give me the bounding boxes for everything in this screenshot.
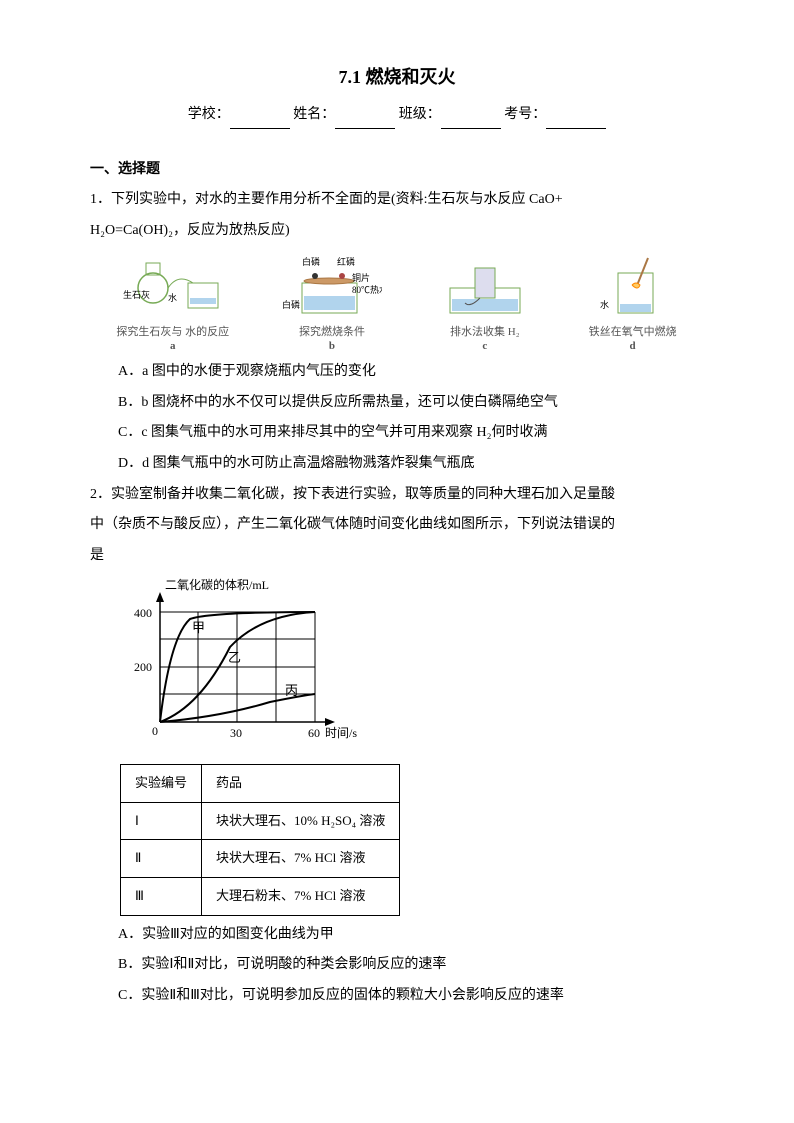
q1-stem-b: H₂O=Ca(OH)₂，反应为放热反应) (90, 218, 704, 245)
label-name: 姓名： (293, 107, 335, 122)
apparatus-a-icon: 生石灰 水 (118, 253, 228, 323)
apparatus-c-icon (435, 253, 535, 323)
svg-text:200: 200 (134, 660, 152, 674)
apparatus-d-icon: 水 (588, 253, 678, 323)
section-heading: 一、选择题 (90, 157, 704, 184)
diagram-d: 水 铁丝在氧气中燃烧d (588, 253, 678, 354)
svg-text:白磷: 白磷 (282, 299, 300, 310)
svg-text:二氧化碳的体积/mL: 二氧化碳的体积/mL (165, 577, 269, 592)
q1-opt-d: D．d 图集气瓶中的水可防止高温熔融物溅落炸裂集气瓶底 (118, 451, 704, 478)
diagram-d-caption: 铁丝在氧气中燃烧d (588, 325, 678, 354)
svg-text:400: 400 (134, 606, 152, 620)
q2-opt-c: C．实验Ⅱ和Ⅲ对比，可说明参加反应的固体的颗粒大小会影响反应的速率 (118, 983, 704, 1010)
diagram-b-caption: 探究燃烧条件b (282, 325, 382, 354)
label-school: 学校： (188, 107, 230, 122)
diagram-c-caption: 排水法收集 H₂c (435, 325, 535, 354)
q1-opt-b: B．b 图烧杯中的水不仅可以提供反应所需热量，还可以使白磷隔绝空气 (118, 390, 704, 417)
table-cell: Ⅱ (121, 840, 202, 878)
svg-text:水: 水 (168, 292, 177, 303)
svg-text:时间/s: 时间/s (325, 726, 357, 740)
svg-text:铜片: 铜片 (352, 272, 370, 283)
apparatus-b-icon: 白磷 红磷 铜片 80℃热水 白磷 (282, 253, 382, 323)
table-cell: Ⅰ (121, 802, 202, 840)
student-info-line: 学校： 姓名： 班级： 考号： (90, 102, 704, 129)
table-header: 药品 (202, 764, 400, 802)
blank-examno[interactable] (546, 112, 606, 129)
table-cell: Ⅲ (121, 877, 202, 915)
svg-text:白磷: 白磷 (302, 256, 320, 267)
table-row: Ⅲ 大理石粉末、7% HCl 溶液 (121, 877, 400, 915)
label-examno: 考号： (504, 107, 546, 122)
co2-volume-chart-icon: 二氧化碳的体积/mL 甲 乙 丙 400 200 0 30 60 时间/s (120, 577, 360, 747)
blank-name[interactable] (335, 112, 395, 129)
label-class: 班级： (399, 107, 441, 122)
svg-text:生石灰: 生石灰 (123, 289, 150, 300)
diagram-c: 排水法收集 H₂c (435, 253, 535, 354)
diagram-a-caption: 探究生石灰与 水的反应a (116, 325, 229, 354)
q2-opt-b: B．实验Ⅰ和Ⅱ对比，可说明酸的种类会影响反应的速率 (118, 952, 704, 979)
table-cell: 块状大理石、7% HCl 溶液 (202, 840, 400, 878)
page-title: 7.1 燃烧和灭火 (90, 60, 704, 94)
svg-text:水: 水 (600, 299, 609, 310)
table-row: Ⅱ 块状大理石、7% HCl 溶液 (121, 840, 400, 878)
table-header: 实验编号 (121, 764, 202, 802)
q1-diagrams: 生石灰 水 探究生石灰与 水的反应a 白磷 红磷 铜片 80℃热水 白磷 探究燃… (90, 253, 704, 354)
svg-text:乙: 乙 (228, 650, 241, 665)
diagram-b: 白磷 红磷 铜片 80℃热水 白磷 探究燃烧条件b (282, 253, 382, 354)
q2-stem-b: 中（杂质不与酸反应），产生二氧化碳气体随时间变化曲线如图所示，下列说法错误的 (90, 512, 704, 539)
q2-stem-a: 2．实验室制备并收集二氧化碳，按下表进行实验，取等质量的同种大理石加入足量酸 (90, 482, 704, 509)
table-row: Ⅰ 块状大理石、10% H₂SO₄ 溶液 (121, 802, 400, 840)
q2-stem-c: 是 (90, 543, 704, 570)
svg-text:丙: 丙 (285, 683, 298, 698)
svg-text:红磷: 红磷 (337, 256, 355, 267)
q2-chart: 二氧化碳的体积/mL 甲 乙 丙 400 200 0 30 60 时间/s (120, 577, 704, 758)
blank-class[interactable] (441, 112, 501, 129)
svg-text:30: 30 (230, 726, 242, 740)
svg-text:0: 0 (152, 724, 158, 738)
table-row: 实验编号 药品 (121, 764, 400, 802)
q1-opt-c: C．c 图集气瓶中的水可用来排尽其中的空气并可用来观察 H₂何时收满 (118, 420, 704, 447)
q2-table: 实验编号 药品 Ⅰ 块状大理石、10% H₂SO₄ 溶液 Ⅱ 块状大理石、7% … (120, 764, 400, 916)
table-cell: 块状大理石、10% H₂SO₄ 溶液 (202, 802, 400, 840)
q1-stem-a: 1．下列实验中，对水的主要作用分析不全面的是(资料:生石灰与水反应 CaO+ (90, 187, 704, 214)
svg-text:60: 60 (308, 726, 320, 740)
svg-text:甲: 甲 (192, 620, 205, 635)
diagram-a: 生石灰 水 探究生石灰与 水的反应a (116, 253, 229, 354)
table-cell: 大理石粉末、7% HCl 溶液 (202, 877, 400, 915)
blank-school[interactable] (230, 112, 290, 129)
svg-text:80℃热水: 80℃热水 (352, 284, 382, 295)
q1-opt-a: A．a 图中的水便于观察烧瓶内气压的变化 (118, 359, 704, 386)
q2-opt-a: A．实验Ⅲ对应的如图变化曲线为甲 (118, 922, 704, 949)
